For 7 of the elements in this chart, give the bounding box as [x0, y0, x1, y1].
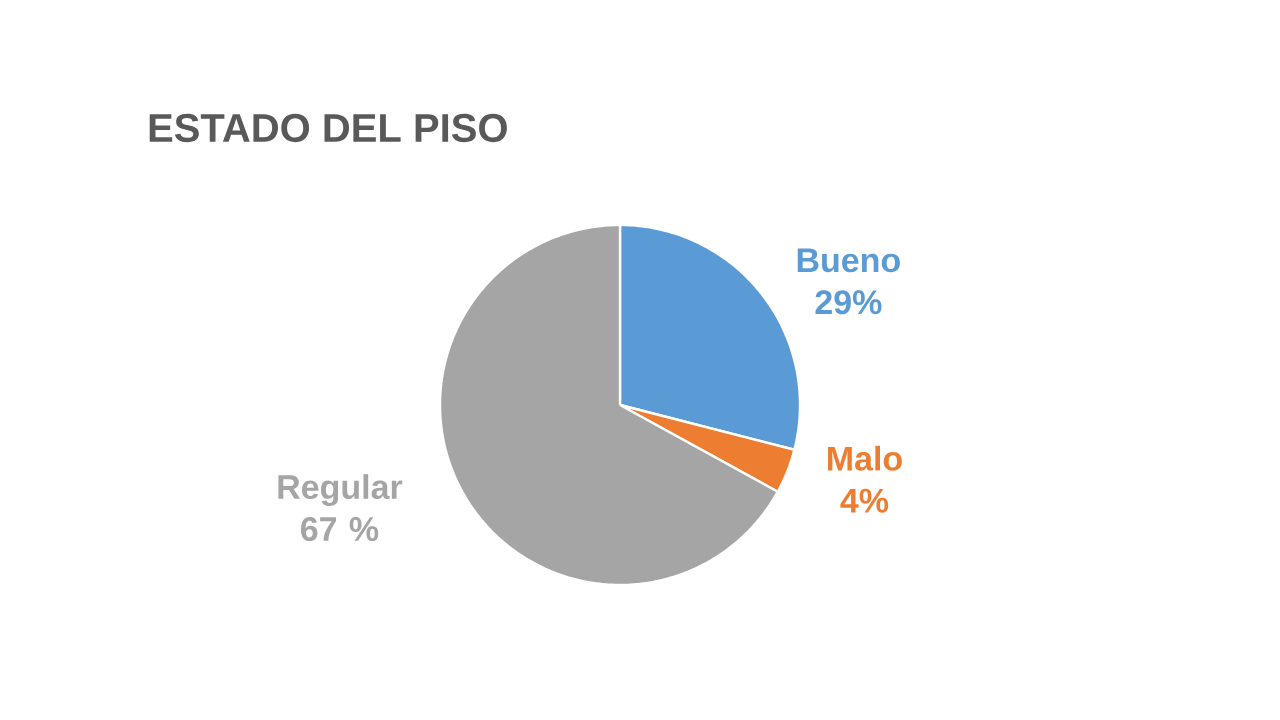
data-label: 4% — [840, 488, 889, 513]
data-label: 67 % — [301, 517, 379, 542]
slice-label: Malo — [828, 445, 902, 471]
slice-label: Bueno — [797, 248, 900, 273]
data-label: 29% — [815, 290, 882, 315]
chart-title: ESTADO DEL PISO — [149, 113, 507, 143]
slice-label: Regular — [278, 474, 403, 506]
